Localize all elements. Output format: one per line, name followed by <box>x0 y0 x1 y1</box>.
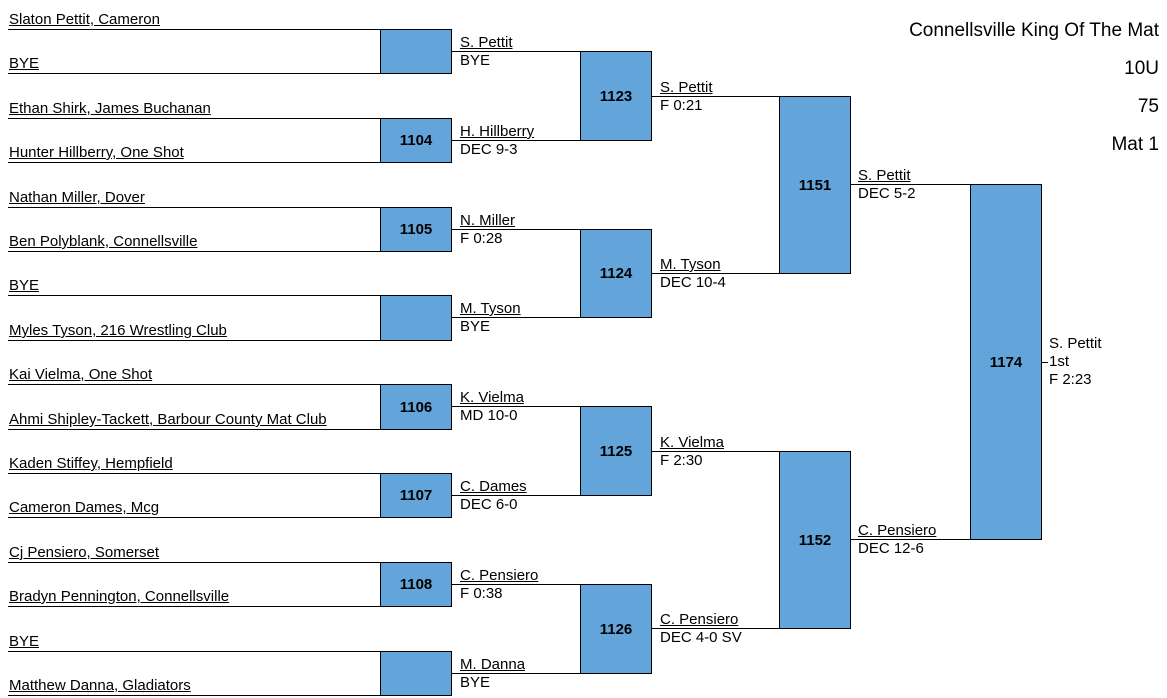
bout-box: 1151 <box>779 96 851 274</box>
winner-name: C. Dames <box>460 478 527 495</box>
entry-line <box>8 251 380 252</box>
bout-box: 1152 <box>779 451 851 629</box>
final-bout-box: 1174 <box>970 184 1042 540</box>
champion-place: 1st <box>1049 353 1070 370</box>
bout-result: DEC 9-3 <box>460 141 518 158</box>
entry-line <box>8 429 380 430</box>
bout-result: DEC 10-4 <box>660 274 726 291</box>
entry-name: Matthew Danna, Gladiators <box>9 677 191 694</box>
winner-line <box>851 539 970 540</box>
entry-name: Kai Vielma, One Shot <box>9 366 153 383</box>
winner-line <box>652 628 779 629</box>
winner-line <box>452 584 580 585</box>
entry-line <box>8 118 380 119</box>
winner-name: S. Pettit <box>460 34 513 51</box>
entry-line <box>8 562 380 563</box>
bout-result: F 0:21 <box>660 97 703 114</box>
entry-line <box>8 606 380 607</box>
entry-name: Ahmi Shipley-Tackett, Barbour County Mat… <box>9 411 327 428</box>
entry-line <box>8 517 380 518</box>
bout-box: 1123 <box>580 51 652 141</box>
bout-box: 1125 <box>580 406 652 496</box>
entry-name: Nathan Miller, Dover <box>9 189 145 206</box>
champion-tick <box>1042 362 1048 363</box>
winner-name: K. Vielma <box>660 434 724 451</box>
winner-name: N. Miller <box>460 212 515 229</box>
bout-box: 1108 <box>380 562 452 607</box>
bout-box <box>380 29 452 74</box>
entry-name: Myles Tyson, 216 Wrestling Club <box>9 322 227 339</box>
bout-box: 1105 <box>380 207 452 252</box>
bout-result: BYE <box>460 52 491 69</box>
entry-line <box>8 73 380 74</box>
bout-result: DEC 12-6 <box>858 540 924 557</box>
bout-result: DEC 5-2 <box>858 185 916 202</box>
bout-box: 1124 <box>580 229 652 318</box>
winner-name: C. Pensiero <box>858 522 937 539</box>
winner-name: H. Hillberry <box>460 123 535 140</box>
entry-line <box>8 340 380 341</box>
winner-line <box>452 495 580 496</box>
bout-result: DEC 4-0 SV <box>660 629 742 646</box>
bout-result: F 0:38 <box>460 585 503 602</box>
entry-name: BYE <box>9 55 40 72</box>
winner-name: M. Tyson <box>660 256 721 273</box>
bout-box: 1106 <box>380 384 452 430</box>
winner-line <box>452 51 580 52</box>
entry-name: BYE <box>9 633 40 650</box>
bout-result: MD 10-0 <box>460 407 518 424</box>
entry-name: Cj Pensiero, Somerset <box>9 544 160 561</box>
champion-name: S. Pettit <box>1049 335 1102 352</box>
bout-result: BYE <box>460 674 491 691</box>
entry-line <box>8 162 380 163</box>
bout-result: BYE <box>460 318 491 335</box>
mat-label: Mat 1 <box>1111 134 1159 155</box>
bout-box: 1126 <box>580 584 652 674</box>
bout-result: DEC 6-0 <box>460 496 518 513</box>
winner-name: S. Pettit <box>660 79 713 96</box>
winner-name: C. Pensiero <box>660 611 739 628</box>
bout-box <box>380 295 452 341</box>
winner-line <box>452 673 580 674</box>
winner-name: M. Danna <box>460 656 526 673</box>
bout-result: F 0:28 <box>460 230 503 247</box>
tournament-title: Connellsville King Of The Mat <box>909 20 1159 41</box>
bout-box: 1107 <box>380 473 452 518</box>
winner-line <box>851 184 970 185</box>
entry-name: Ben Polyblank, Connellsville <box>9 233 198 250</box>
winner-line <box>452 317 580 318</box>
weight-label: 75 <box>1137 96 1159 117</box>
entry-line <box>8 207 380 208</box>
winner-name: C. Pensiero <box>460 567 539 584</box>
entry-name: Slaton Pettit, Cameron <box>9 11 160 28</box>
winner-line <box>452 406 580 407</box>
entry-line <box>8 651 380 652</box>
winner-name: K. Vielma <box>460 389 524 406</box>
entry-name: BYE <box>9 277 40 294</box>
winner-name: M. Tyson <box>460 300 521 317</box>
entry-name: Kaden Stiffey, Hempfield <box>9 455 173 472</box>
entry-name: Cameron Dames, Mcg <box>9 499 160 516</box>
entry-name: Ethan Shirk, James Buchanan <box>9 100 211 117</box>
bout-box: 1104 <box>380 118 452 163</box>
winner-line <box>652 273 779 274</box>
champion-result: F 2:23 <box>1049 371 1092 388</box>
entry-line <box>8 295 380 296</box>
entry-line <box>8 29 380 30</box>
winner-line <box>452 140 580 141</box>
entry-line <box>8 473 380 474</box>
entry-line <box>8 384 380 385</box>
bout-box <box>380 651 452 696</box>
bout-result: F 2:30 <box>660 452 703 469</box>
entry-name: Bradyn Pennington, Connellsville <box>9 588 230 605</box>
entry-name: Hunter Hillberry, One Shot <box>9 144 184 161</box>
winner-name: S. Pettit <box>858 167 911 184</box>
division-label: 10U <box>1124 58 1159 79</box>
winner-line <box>652 96 779 97</box>
entry-line <box>8 695 380 696</box>
winner-line <box>452 229 580 230</box>
winner-line <box>652 451 779 452</box>
